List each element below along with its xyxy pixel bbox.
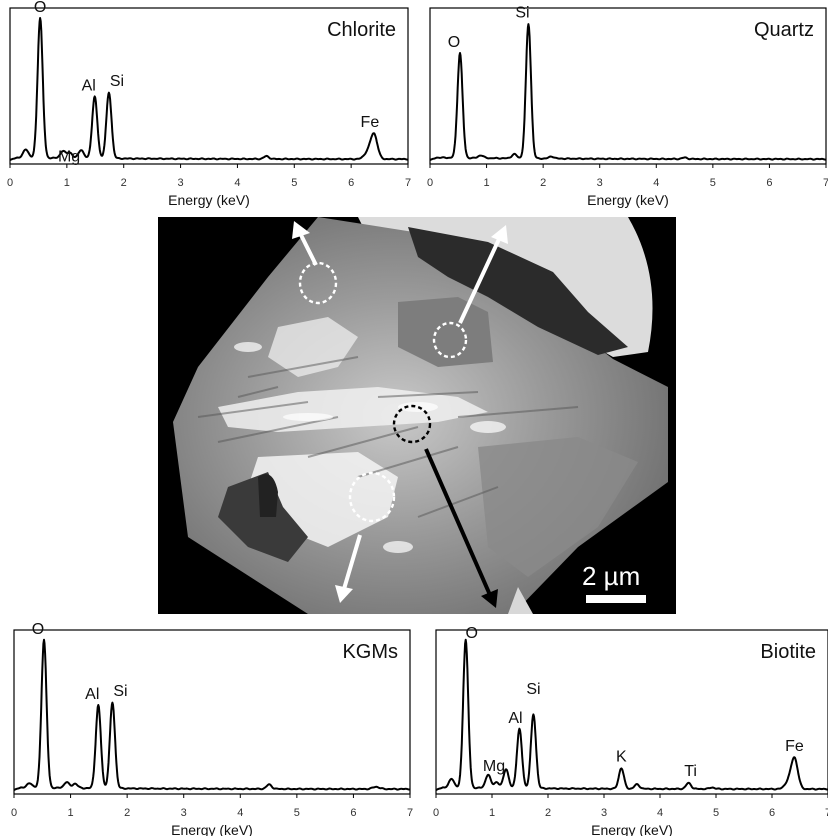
- x-tick-label: 7: [825, 807, 828, 819]
- x-axis-title: Energy (keV): [587, 192, 669, 208]
- grey-lower-right: [478, 437, 638, 577]
- x-tick-label: 2: [121, 177, 127, 189]
- peak-label: O: [34, 0, 46, 16]
- spectrum-line: [13, 638, 411, 791]
- plot-frame: [429, 7, 827, 165]
- dark-knob: [258, 474, 278, 517]
- quartz-arrow: [458, 225, 508, 324]
- x-tick-label: 6: [766, 177, 772, 189]
- tem-micrograph: 2 µm: [158, 217, 676, 614]
- x-tick-label: 6: [769, 807, 775, 819]
- chlorite-arrow: [292, 221, 318, 266]
- chlorite-spectrum-chart: 0 1 2 3 4 5 6 7 Energy (keV) Chlorite O Mg Al Si Fe: [7, 0, 411, 208]
- x-tick-label: 4: [237, 807, 243, 819]
- peak-label: O: [465, 625, 477, 642]
- x-tick-label: 4: [657, 807, 663, 819]
- peak-label: Fe: [785, 738, 804, 755]
- mineral-title: KGMs: [342, 641, 398, 663]
- x-tick-label: 0: [7, 177, 13, 189]
- x-tick-label: 6: [350, 807, 356, 819]
- x-tick-label: 2: [545, 807, 551, 819]
- bright-vein-1: [218, 387, 488, 432]
- mineral-title: Biotite: [760, 641, 816, 663]
- plot-frame: [435, 629, 828, 795]
- x-tick-label: 1: [484, 177, 490, 189]
- peak-label: Al: [82, 77, 96, 94]
- peak-label: Si: [515, 5, 529, 22]
- bright-lower-wedge: [508, 587, 533, 614]
- x-tick-label: 3: [178, 177, 184, 189]
- mineral-title: Chlorite: [327, 19, 396, 41]
- x-axis-title: Energy (keV): [168, 192, 250, 208]
- fibrous-texture: [197, 356, 579, 518]
- peak-label: O: [32, 621, 44, 638]
- x-axis-title: Energy (keV): [591, 822, 673, 836]
- kgms-spectrum-chart: 0 1 2 3 4 5 6 7 Energy (keV) KGMs O Al Si: [11, 621, 413, 836]
- peak-label: Si: [113, 683, 127, 700]
- peak-label: Mg: [483, 758, 505, 775]
- quartz-spectrum-panel: 0 1 2 3 4 5 6 7 Energy (keV) Quartz O Si: [418, 0, 828, 212]
- x-tick-label: 5: [294, 807, 300, 819]
- peak-label: K: [616, 748, 627, 765]
- x-tick-label: 3: [597, 177, 603, 189]
- plot-frame: [13, 629, 411, 795]
- peak-label: Ti: [684, 763, 697, 780]
- x-tick-label: 2: [124, 807, 130, 819]
- x-tick-label: 4: [234, 177, 240, 189]
- peak-label: Al: [85, 686, 99, 703]
- peak-label: Si: [110, 73, 124, 90]
- peak-label: Mg: [58, 149, 80, 166]
- x-tick-label: 1: [489, 807, 495, 819]
- biotite-arrow: [335, 534, 362, 603]
- x-axis-title: Energy (keV): [171, 822, 253, 836]
- quartz-region-marker: [432, 321, 468, 359]
- scale-bar-label: 2 µm: [582, 561, 640, 591]
- quartz-spectrum-chart: 0 1 2 3 4 5 6 7 Energy (keV) Quartz O Si: [427, 5, 828, 208]
- plot-frame: [9, 7, 409, 165]
- spectrum-line: [429, 23, 827, 161]
- x-tick-label: 7: [407, 807, 413, 819]
- x-tick-label: 1: [64, 177, 70, 189]
- bright-flecks: [234, 342, 506, 553]
- kgms-region-marker: [392, 404, 432, 444]
- x-tick-label: 4: [653, 177, 659, 189]
- peak-label: Si: [526, 681, 540, 698]
- x-tick-label: 7: [823, 177, 828, 189]
- x-tick-label: 7: [405, 177, 411, 189]
- chlorite-region-marker: [298, 261, 338, 305]
- biotite-region-marker: [348, 471, 396, 523]
- quartz-plate: [398, 297, 493, 367]
- x-tick-label: 0: [427, 177, 433, 189]
- x-tick-label: 0: [11, 807, 17, 819]
- spectrum-line: [9, 17, 409, 161]
- scale-bar: [586, 595, 646, 603]
- peak-label: O: [448, 34, 460, 51]
- kgms-spectrum-panel: 0 1 2 3 4 5 6 7 Energy (keV) KGMs O Al Si: [0, 620, 420, 836]
- dark-upper-structure: [408, 227, 628, 355]
- x-tick-label: 0: [433, 807, 439, 819]
- spectrum-line: [435, 638, 828, 791]
- x-tick-label: 5: [710, 177, 716, 189]
- x-tick-label: 1: [68, 807, 74, 819]
- peak-label: Fe: [361, 114, 380, 131]
- x-tick-label: 6: [348, 177, 354, 189]
- x-tick-label: 5: [291, 177, 297, 189]
- x-tick-label: 2: [540, 177, 546, 189]
- x-tick-label: 5: [713, 807, 719, 819]
- mineral-title: Quartz: [754, 19, 814, 41]
- x-tick-label: 3: [181, 807, 187, 819]
- chlorite-spectrum-panel: 0 1 2 3 4 5 6 7 Energy (keV) Chlorite O Mg Al Si Fe: [0, 0, 420, 212]
- x-tick-label: 3: [601, 807, 607, 819]
- kgms-arrow: [424, 448, 498, 608]
- peak-label: Al: [508, 710, 522, 727]
